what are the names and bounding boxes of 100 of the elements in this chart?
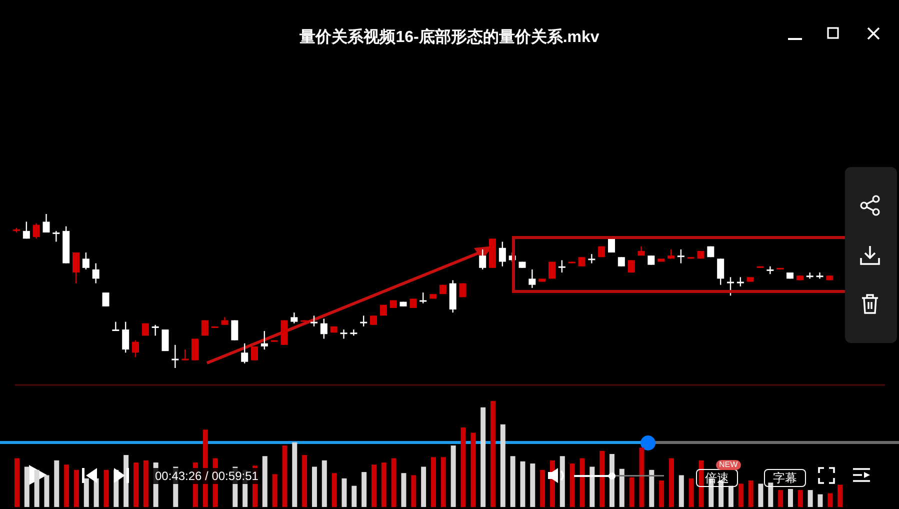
bar <box>391 458 396 507</box>
candlestick <box>717 258 724 286</box>
candlestick <box>92 262 100 284</box>
candlestick <box>251 346 258 361</box>
bar <box>698 460 704 507</box>
bar <box>590 466 595 507</box>
candlestick <box>340 328 348 340</box>
bar <box>540 470 546 507</box>
candlestick <box>320 318 328 340</box>
candlestick <box>290 312 298 324</box>
candlestick <box>628 260 635 274</box>
bar <box>600 450 605 507</box>
bar <box>381 462 386 507</box>
candlestick <box>806 272 814 280</box>
bar <box>430 457 436 507</box>
bar <box>14 458 20 507</box>
candlestick <box>122 321 130 354</box>
candlestick <box>32 222 40 240</box>
candlestick <box>162 328 169 352</box>
bar <box>411 475 416 507</box>
bar <box>748 480 754 507</box>
candlestick <box>112 321 120 331</box>
bar <box>312 466 317 507</box>
bar <box>292 442 298 507</box>
bar <box>104 470 109 507</box>
bar <box>490 401 496 507</box>
candlestick <box>410 298 417 309</box>
bar <box>580 458 585 507</box>
candlestick <box>350 328 358 336</box>
candlestick <box>310 315 318 328</box>
candlestick <box>132 340 139 358</box>
bar <box>619 468 624 507</box>
bar <box>401 473 406 507</box>
bar <box>510 456 516 507</box>
candlestick <box>360 315 368 328</box>
bar <box>629 477 634 507</box>
candlestick <box>420 292 427 304</box>
bar <box>639 448 644 507</box>
bar <box>808 490 813 507</box>
bar <box>480 407 486 507</box>
candlestick <box>72 252 80 284</box>
candlestick <box>558 260 566 274</box>
bar <box>500 424 506 507</box>
bar <box>570 464 575 507</box>
annotation: 倍速 <box>696 469 738 488</box>
candlestick <box>766 266 774 275</box>
candlestick <box>618 256 625 267</box>
candlestick <box>52 230 60 242</box>
annotation: NEW <box>716 460 741 470</box>
bar <box>798 490 803 507</box>
bar <box>520 461 526 507</box>
annotation: 00:43:26 / 00:59:51 <box>153 468 260 484</box>
bar <box>24 466 30 507</box>
bar <box>818 494 823 507</box>
bar <box>560 456 565 507</box>
bar <box>838 484 843 507</box>
bar <box>332 473 337 507</box>
bar <box>738 484 744 507</box>
candlestick <box>102 292 110 307</box>
candlestick <box>260 330 268 350</box>
candlestick <box>241 342 248 364</box>
bar <box>272 474 278 507</box>
candlestick <box>677 248 684 264</box>
candlestick <box>152 324 159 336</box>
candlestick <box>370 315 377 326</box>
candlestick <box>528 268 536 289</box>
bar <box>768 482 774 507</box>
bar <box>678 475 684 507</box>
bar <box>262 456 268 507</box>
bar <box>450 446 456 507</box>
bar <box>728 486 734 507</box>
chart-title: 量价关系视频16-底部形态的量价关系.mkv <box>298 27 600 48</box>
bar <box>64 464 70 507</box>
bar <box>143 460 148 507</box>
candlestick <box>172 344 179 368</box>
bar <box>828 493 833 507</box>
candlestick <box>727 276 734 296</box>
bar <box>788 488 793 507</box>
candlestick <box>578 256 586 267</box>
candlestick <box>816 272 824 280</box>
bar <box>758 484 764 507</box>
bar <box>668 458 674 507</box>
candlestick <box>548 261 556 280</box>
bar <box>282 446 288 507</box>
candlestick <box>82 252 90 270</box>
bar <box>54 460 60 507</box>
bar <box>352 486 357 507</box>
bar <box>371 464 376 507</box>
bar <box>133 462 138 507</box>
bar <box>778 490 784 507</box>
bar <box>659 480 664 507</box>
candlestick <box>588 253 596 264</box>
bar <box>440 457 446 507</box>
bar <box>74 470 79 507</box>
bar <box>421 466 426 507</box>
bar <box>322 460 327 507</box>
bar <box>342 478 347 507</box>
bar <box>362 472 367 507</box>
bar <box>530 464 536 507</box>
candlestick <box>182 348 189 361</box>
